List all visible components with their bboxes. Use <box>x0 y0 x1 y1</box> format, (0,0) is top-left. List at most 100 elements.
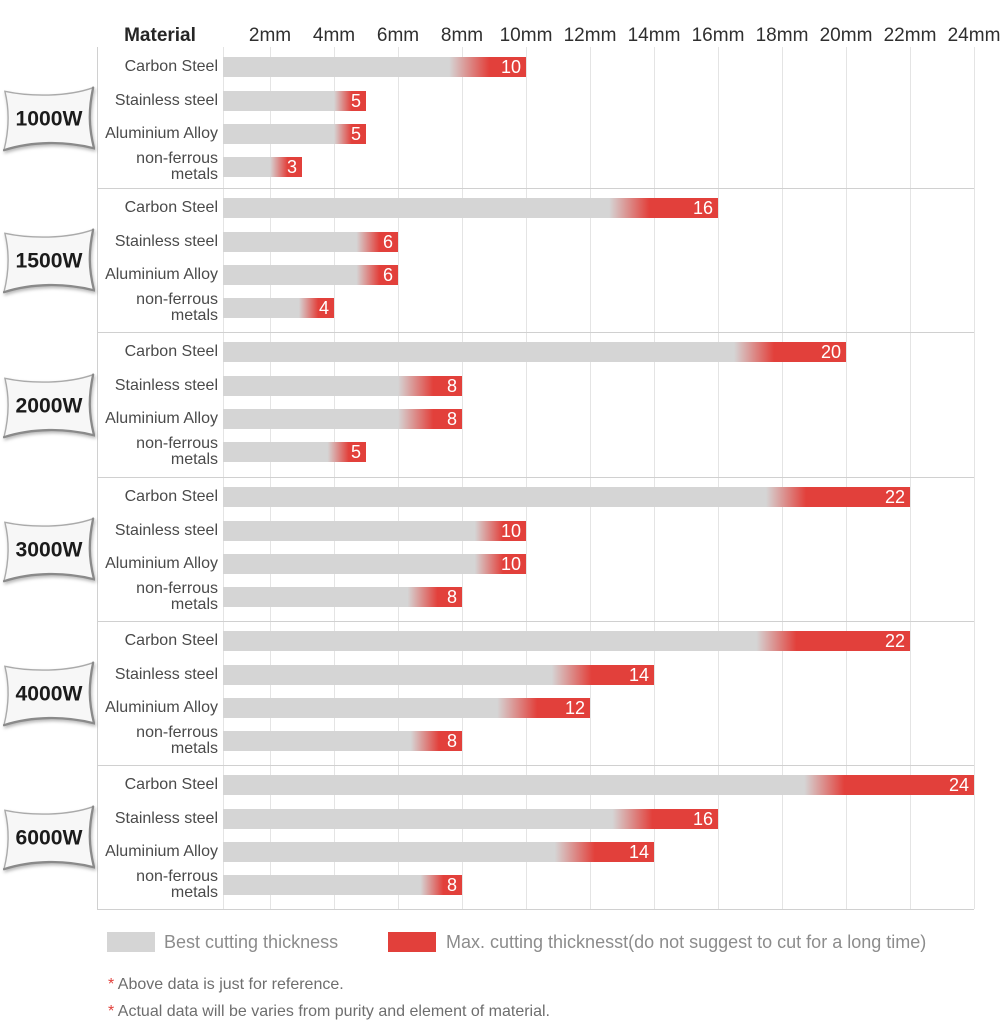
group-separator <box>97 765 974 766</box>
gridline <box>223 47 224 909</box>
bar-max-value: 6 <box>382 265 393 285</box>
bar-max-value: 16 <box>692 198 713 218</box>
footnote-purity: * Actual data will be varies from purity… <box>108 1002 550 1022</box>
axis-tick-label: 18mm <box>755 25 809 46</box>
material-label: Aluminium Alloy <box>105 555 218 572</box>
asterisk-icon: * <box>108 976 115 993</box>
material-label: Carbon Steel <box>124 343 218 360</box>
axis-tick-label: 6mm <box>376 25 420 46</box>
thickness-bar: 6 <box>223 265 398 285</box>
power-label: 6000W <box>16 826 83 849</box>
material-label: Stainless steel <box>114 377 218 394</box>
power-badge: 6000W <box>3 805 95 871</box>
material-label: Stainless steel <box>114 666 218 683</box>
bar-max-value: 14 <box>628 842 649 862</box>
legend-label-best-cutting: Best cutting thickness <box>164 932 339 952</box>
bar-max-value: 10 <box>500 57 521 77</box>
group-separator <box>97 621 974 622</box>
material-label: Aluminium Alloy <box>105 843 218 860</box>
asterisk-icon: * <box>108 1003 115 1020</box>
material-label: Aluminium Alloy <box>105 410 218 427</box>
gridline <box>718 47 719 909</box>
thickness-bar: 16 <box>223 198 718 218</box>
group-separator <box>97 909 974 910</box>
material-label: Carbon Steel <box>124 632 218 649</box>
gridline <box>590 47 591 909</box>
material-label: non-ferrous metals <box>136 291 218 324</box>
legend-swatch-best-cutting <box>107 932 155 952</box>
gridline <box>654 47 655 909</box>
axis-tick-label: 14mm <box>627 25 681 46</box>
axis-tick-label: 12mm <box>563 25 617 46</box>
thickness-bar: 4 <box>223 298 334 318</box>
thickness-bar: 22 <box>223 487 910 507</box>
axis-tick-label: 20mm <box>819 25 873 46</box>
power-label: 2000W <box>16 394 83 417</box>
material-label: Stainless steel <box>114 810 218 827</box>
gridline <box>526 47 527 909</box>
material-label: Stainless steel <box>114 233 218 250</box>
thickness-bar: 10 <box>223 554 526 574</box>
bar-max-value: 3 <box>286 157 297 177</box>
power-label: 1000W <box>16 107 83 130</box>
axis-tick-label: 16mm <box>691 25 745 46</box>
bar-max-value: 4 <box>318 298 329 318</box>
bar-max-value: 16 <box>692 809 713 829</box>
material-label: Aluminium Alloy <box>105 699 218 716</box>
material-label: Aluminium Alloy <box>105 125 218 142</box>
bar-max-value: 20 <box>820 342 841 362</box>
footnote-text: Actual data will be varies from purity a… <box>117 1003 550 1020</box>
axis-tick-label: 10mm <box>499 25 553 46</box>
thickness-bar: 12 <box>223 698 590 718</box>
material-label: Stainless steel <box>114 522 218 539</box>
thickness-bar: 10 <box>223 57 526 77</box>
thickness-bar: 14 <box>223 842 654 862</box>
material-label: Carbon Steel <box>124 776 218 793</box>
power-badge: 2000W <box>3 373 95 438</box>
thickness-bar: 8 <box>223 875 462 895</box>
thickness-bar: 3 <box>223 157 302 177</box>
material-label: Carbon Steel <box>124 58 218 75</box>
gridline <box>782 47 783 909</box>
material-label: non-ferrous metals <box>136 580 218 613</box>
power-badge: 1500W <box>3 228 95 294</box>
bar-max-value: 10 <box>500 521 521 541</box>
thickness-bar: 20 <box>223 342 846 362</box>
material-label: non-ferrous metals <box>136 724 218 757</box>
material-column-header: Material <box>124 25 196 46</box>
bar-max-value: 10 <box>500 554 521 574</box>
thickness-bar: 8 <box>223 409 462 429</box>
bar-max-value: 5 <box>350 442 361 462</box>
gridline <box>462 47 463 909</box>
bar-max-value: 6 <box>382 232 393 252</box>
axis-tick-label: 2mm <box>248 25 292 46</box>
gridline <box>270 47 271 909</box>
thickness-bar: 6 <box>223 232 398 252</box>
material-label: non-ferrous metals <box>136 435 218 468</box>
gridline <box>97 47 98 909</box>
gridline <box>334 47 335 909</box>
bar-max-value: 8 <box>446 875 457 895</box>
thickness-bar: 16 <box>223 809 718 829</box>
thickness-bar: 8 <box>223 731 462 751</box>
bar-max-value: 8 <box>446 587 457 607</box>
group-separator <box>97 477 974 478</box>
power-label: 4000W <box>16 682 83 705</box>
thickness-bar: 8 <box>223 587 462 607</box>
bar-max-value: 24 <box>948 775 969 795</box>
thickness-bar: 8 <box>223 376 462 396</box>
bar-max-value: 22 <box>884 487 905 507</box>
axis-tick-label: 4mm <box>312 25 356 46</box>
footnote-text: Above data is just for reference. <box>117 976 344 993</box>
bar-max-value: 8 <box>446 731 457 751</box>
power-label: 1500W <box>16 249 83 272</box>
gridline <box>398 47 399 909</box>
power-label: 3000W <box>16 538 83 561</box>
axis-tick-label: 24mm <box>947 25 1000 46</box>
group-separator <box>97 188 974 189</box>
thickness-bar: 5 <box>223 124 366 144</box>
bar-max-value: 5 <box>350 91 361 111</box>
bar-max-value: 8 <box>446 376 457 396</box>
thickness-bar: 14 <box>223 665 654 685</box>
legend-swatch-max-cutting <box>388 932 436 952</box>
